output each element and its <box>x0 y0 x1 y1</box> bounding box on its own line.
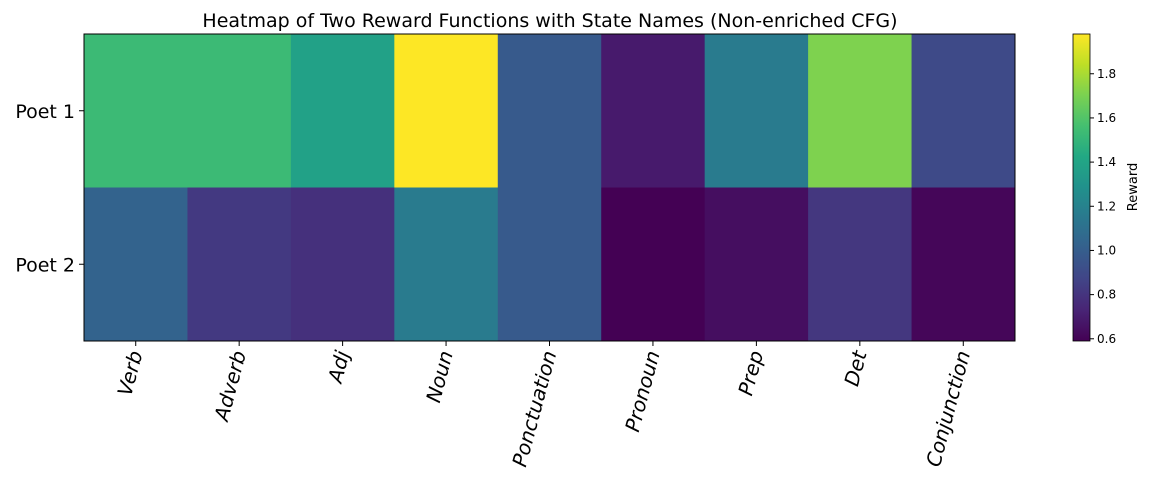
heatmap-cell <box>394 34 499 188</box>
heatmap-cell <box>601 34 706 188</box>
heatmap-cells <box>84 34 1016 342</box>
heatmap-cell <box>601 187 706 342</box>
heatmap-cell <box>497 34 602 188</box>
colorbar-tick-label: 1.4 <box>1097 155 1116 169</box>
heatmap-cell <box>808 34 913 188</box>
row-label: Poet 1 <box>15 101 75 123</box>
column-label: Verb <box>113 348 148 398</box>
column-labels: Verb Adverb Adj Noun Ponctuation Pronoun Prep D… <box>113 341 975 469</box>
heatmap-cell <box>394 187 499 342</box>
heatmap-cell <box>84 187 188 342</box>
heatmap-cell <box>808 187 913 342</box>
heatmap-cell <box>704 187 809 342</box>
colorbar-ticks: 0.6 0.8 1.0 1.2 1.4 1.6 1.8 <box>1090 67 1116 346</box>
colorbar-tick-label: 1.2 <box>1097 199 1116 213</box>
column-label: Det <box>839 347 872 389</box>
heatmap-cell <box>911 34 1016 188</box>
heatmap-cell <box>497 187 602 342</box>
colorbar-tick-label: 0.8 <box>1097 288 1116 302</box>
heatmap-cell <box>187 187 292 342</box>
heatmap-cell <box>290 34 395 188</box>
heatmap-cell <box>290 187 395 342</box>
row-label: Poet 2 <box>15 254 75 276</box>
colorbar-gradient <box>1072 33 1091 342</box>
heatmap-cell <box>84 34 188 188</box>
colorbar-label: Reward <box>1126 163 1141 211</box>
colorbar-tick-label: 1.6 <box>1097 111 1116 125</box>
heatmap-cell <box>187 34 292 188</box>
column-label: Ponctuation <box>507 348 561 469</box>
colorbar-tick-label: 1.0 <box>1097 243 1116 257</box>
colorbar-tick-label: 0.6 <box>1097 332 1116 346</box>
colorbar: 0.6 0.8 1.0 1.2 1.4 1.6 1.8 Reward <box>1072 33 1141 346</box>
column-label: Noun <box>421 348 458 405</box>
column-label: Pronoun <box>620 348 665 434</box>
heatmap-cell <box>911 187 1016 342</box>
row-labels: Poet 1 Poet 2 <box>15 101 84 276</box>
colorbar-tick-label: 1.8 <box>1097 67 1116 81</box>
column-label: Adverb <box>209 348 251 425</box>
heatmap-cell <box>704 34 809 188</box>
column-label: Adj <box>322 348 354 387</box>
column-label: Conjunction <box>921 348 975 469</box>
chart-title: Heatmap of Two Reward Functions with Sta… <box>202 10 897 32</box>
column-label: Prep <box>733 348 768 398</box>
